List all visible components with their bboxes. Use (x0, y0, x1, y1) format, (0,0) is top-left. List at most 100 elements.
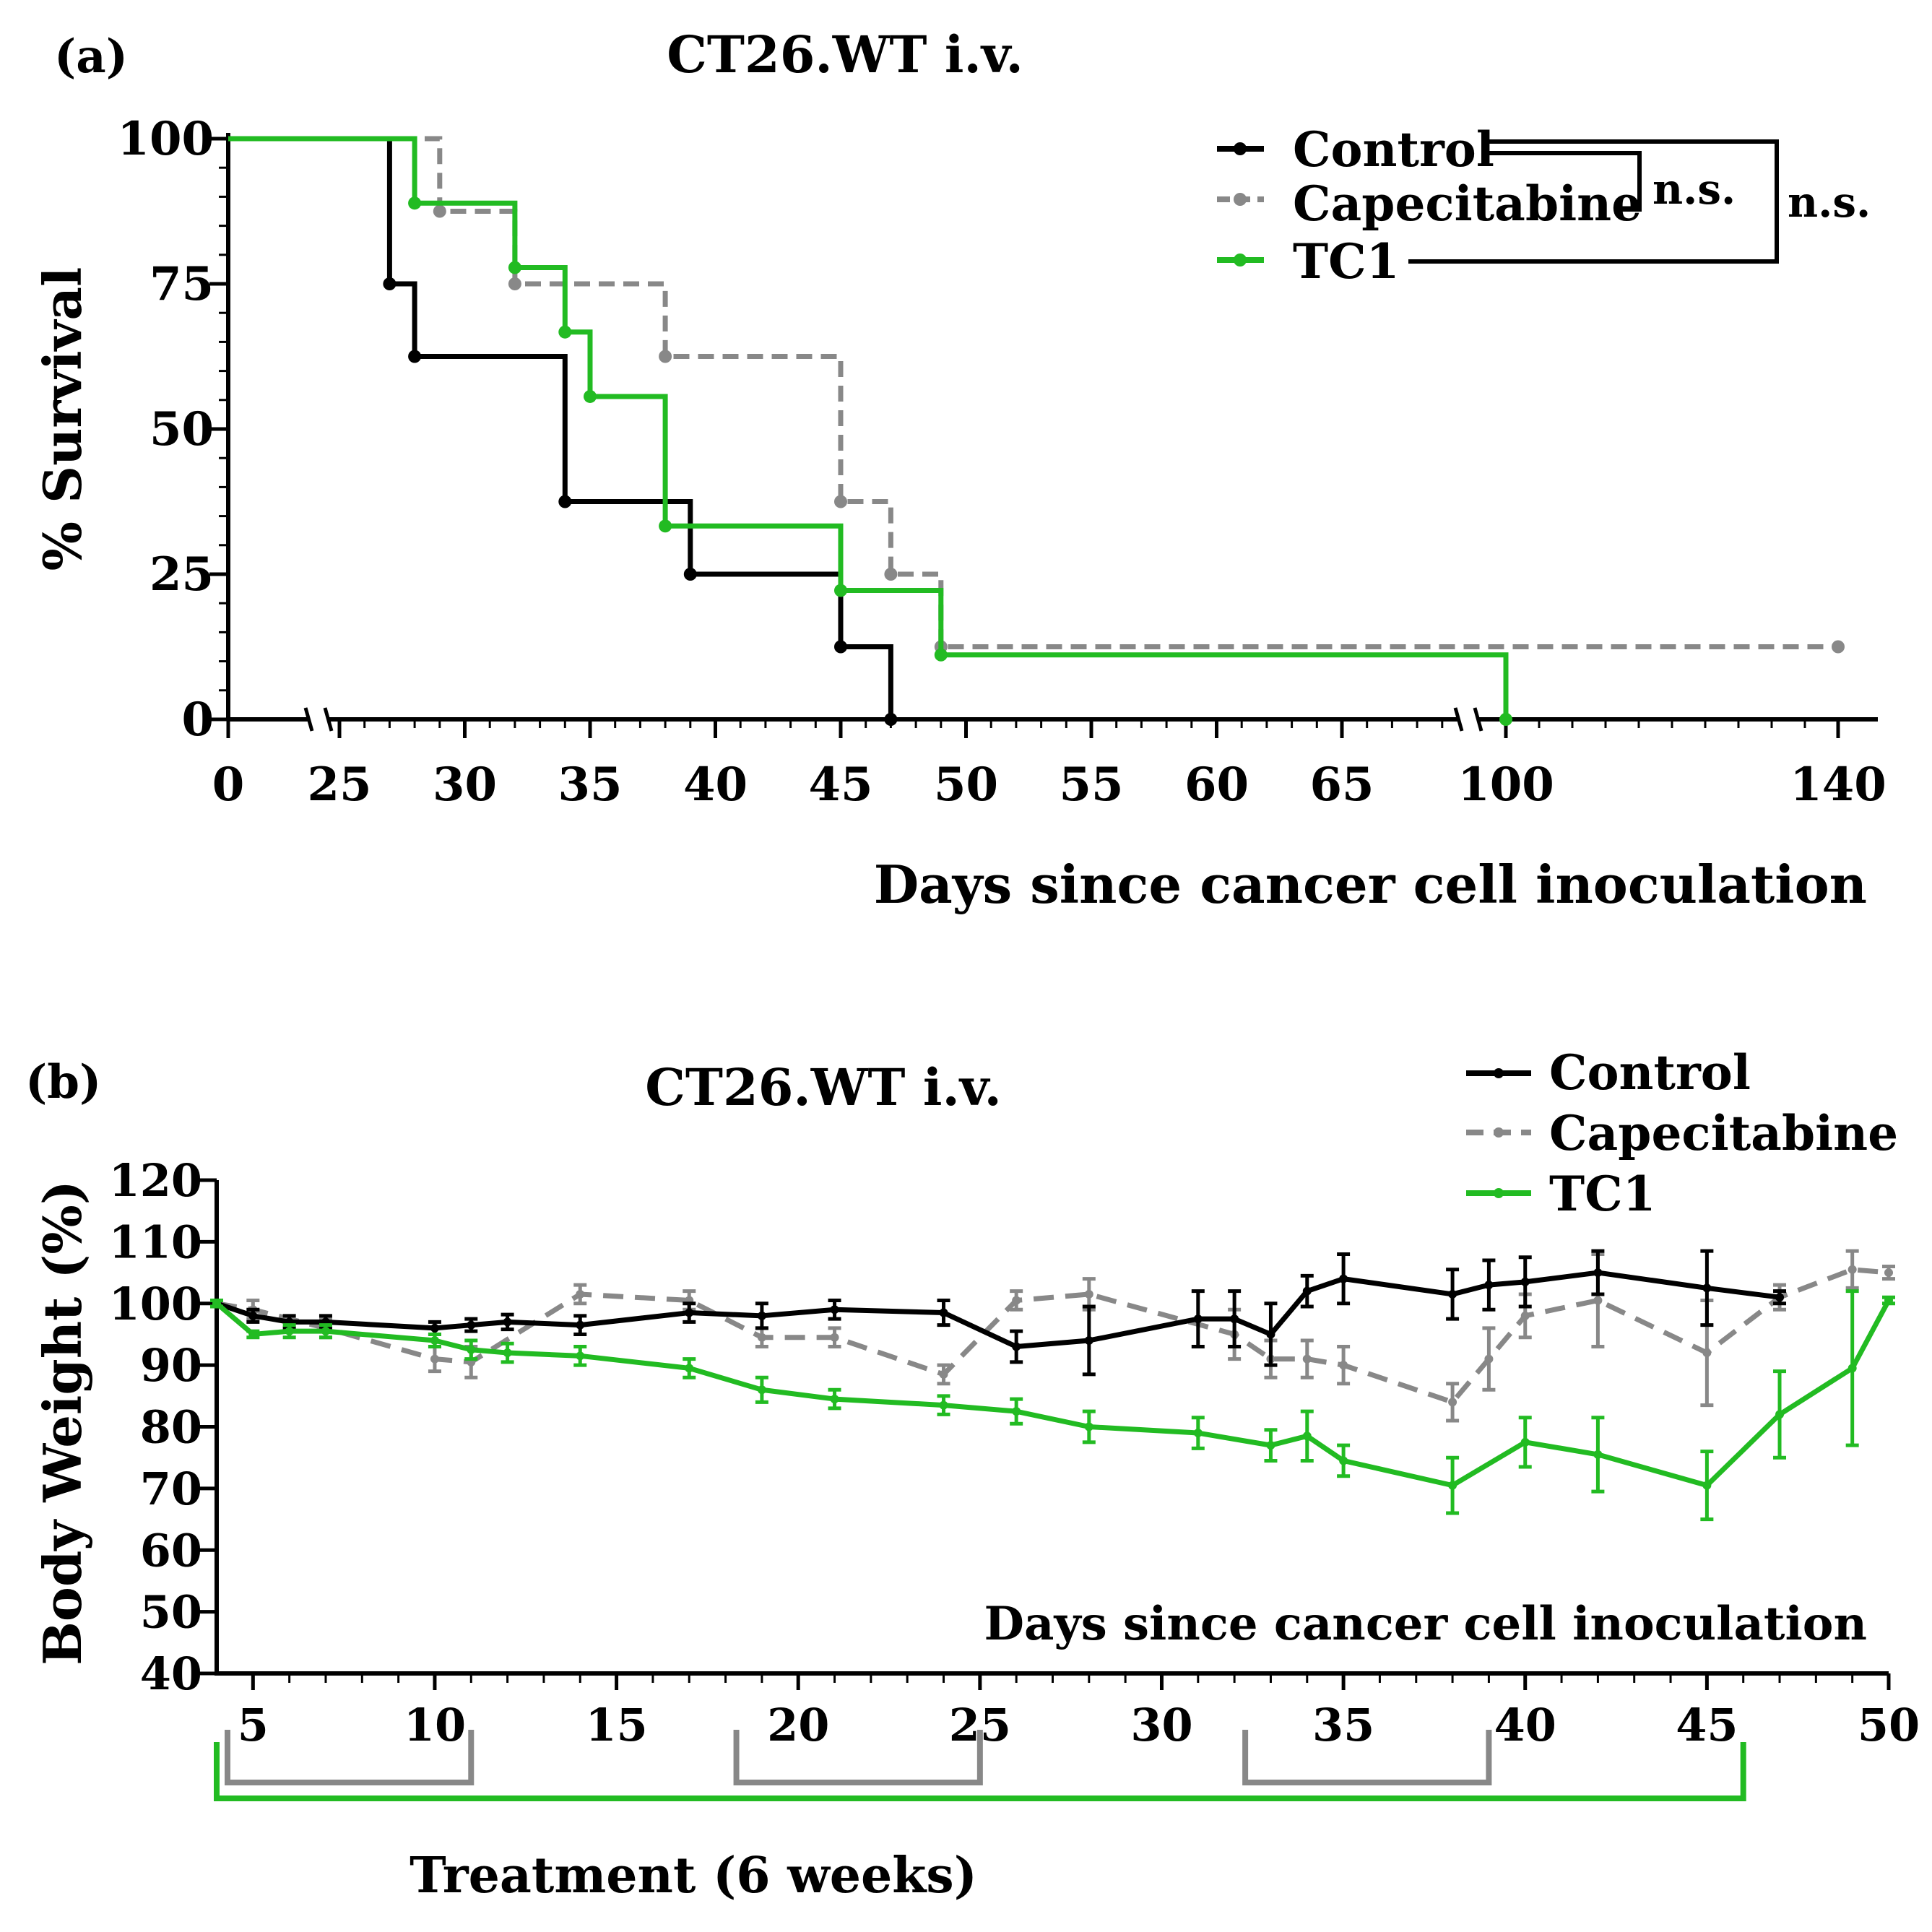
significance-brackets: n.s. n.s. (1408, 139, 1871, 264)
point-tc1 (1448, 1481, 1457, 1490)
x-tick-label-100: 100 (1457, 758, 1554, 812)
point-control (248, 1311, 258, 1320)
point-control (1193, 1314, 1203, 1324)
survival-point-control (408, 350, 422, 363)
point-control (1593, 1268, 1603, 1278)
x-tick-label-55: 55 (1059, 758, 1123, 812)
point-tc1 (285, 1327, 294, 1336)
x-tick-label-65: 65 (1309, 758, 1374, 812)
point-control (1230, 1314, 1239, 1324)
point-capecitabine (576, 1289, 585, 1299)
survival-point-control (558, 495, 572, 508)
y-tick-label-50: 50 (150, 402, 214, 456)
sig-label-control-tc1: n.s. (1788, 178, 1871, 227)
legend-item-tc1: TC1 (1217, 233, 1400, 290)
panel-a: (a) CT26.WT i.v. % Survival Days since c… (32, 25, 1886, 915)
point-tc1 (1193, 1429, 1203, 1438)
panel-b-legend: Control Capecitabine TC1 (1466, 1044, 1898, 1222)
survival-point-control (834, 640, 847, 654)
point-control (1775, 1293, 1785, 1302)
y-tick-label-120: 120 (109, 1154, 202, 1207)
survival-point-control (683, 568, 697, 581)
point-tc1 (1339, 1456, 1348, 1465)
point-control (939, 1308, 948, 1317)
axis-break-mark (323, 707, 334, 732)
survival-point-capecitabine (884, 568, 898, 581)
survival-point-capecitabine (659, 350, 672, 363)
y-tick-label-80: 80 (140, 1401, 202, 1454)
panel-b-xlabel: Days since cancer cell inoculation (984, 1597, 1867, 1651)
point-tc1 (503, 1348, 512, 1358)
survival-point-tc1 (584, 389, 597, 403)
line-capecitabine (216, 1267, 1889, 1405)
point-tc1 (248, 1330, 258, 1339)
survival-point-tc1 (834, 584, 847, 597)
panel-b-title: CT26.WT i.v. (645, 1057, 1002, 1117)
point-control (1484, 1281, 1494, 1290)
legend-label-control: Control (1549, 1044, 1751, 1101)
survival-point-capecitabine (508, 277, 521, 290)
x-tick-label-60: 60 (1184, 758, 1249, 812)
survival-point-tc1 (408, 196, 422, 210)
x-tick-label-5: 5 (238, 1699, 269, 1751)
point-tc1 (757, 1385, 766, 1395)
point-control (503, 1317, 512, 1327)
point-tc1 (1593, 1450, 1603, 1459)
legend-label-capecitabine: Capecitabine (1293, 176, 1642, 232)
survival-point-tc1 (659, 519, 672, 533)
x-tick-label-30: 30 (1130, 1699, 1192, 1751)
point-capecitabine (1302, 1354, 1312, 1364)
x-tick-label-140: 140 (1790, 758, 1886, 812)
x-tick-label-30: 30 (433, 758, 497, 812)
point-control (1302, 1286, 1312, 1296)
legend-item-control: Control (1217, 121, 1494, 178)
x-tick-label-20: 20 (767, 1699, 829, 1751)
point-tc1 (939, 1400, 948, 1410)
point-tc1 (212, 1299, 221, 1308)
point-capecitabine (1593, 1296, 1603, 1305)
survival-point-control (383, 277, 397, 290)
y-tick-label-25: 25 (150, 547, 214, 602)
point-control (830, 1305, 839, 1314)
legend-item-capecitabine: Capecitabine (1217, 176, 1642, 232)
survival-curve-capecitabine (228, 136, 1838, 649)
line-tc1 (215, 1299, 1892, 1489)
y-tick-label-75: 75 (150, 257, 214, 311)
treatment-label: Treatment (6 weeks) (410, 1847, 977, 1905)
x-tick-label-40: 40 (1494, 1699, 1556, 1751)
panel-a-ylabel: % Survival (32, 267, 93, 571)
axis-break-mark (1453, 707, 1464, 732)
point-capecitabine (1702, 1348, 1712, 1358)
point-tc1 (467, 1345, 476, 1354)
point-tc1 (321, 1327, 330, 1336)
point-tc1 (1702, 1481, 1712, 1490)
sig-label-control-capecitabine: n.s. (1652, 165, 1736, 214)
bracket-control-tc1 (1408, 139, 1779, 264)
y-tick-label-100: 100 (117, 112, 214, 166)
x-tick-label-50: 50 (934, 758, 998, 812)
point-tc1 (1084, 1422, 1093, 1431)
point-tc1 (1266, 1441, 1275, 1450)
point-tc1 (1884, 1296, 1893, 1305)
point-control (1702, 1283, 1712, 1293)
point-capecitabine (1520, 1311, 1530, 1320)
legend-label-control: Control (1293, 121, 1494, 178)
y-tick-label-60: 60 (140, 1524, 202, 1577)
point-capecitabine (939, 1369, 948, 1379)
panel-a-label: (a) (54, 30, 128, 84)
treatment-bracket-capecitabine (733, 1730, 983, 1785)
y-tick-label-70: 70 (140, 1463, 202, 1515)
point-tc1 (1847, 1364, 1857, 1373)
point-tc1 (576, 1351, 585, 1361)
point-tc1 (685, 1364, 694, 1373)
point-capecitabine (1339, 1361, 1348, 1370)
x-tick-label-25: 25 (307, 758, 371, 812)
point-capecitabine (1084, 1289, 1093, 1299)
series-control (210, 1249, 1787, 1377)
point-capecitabine (1448, 1398, 1457, 1407)
point-control (1012, 1342, 1021, 1351)
point-control (576, 1320, 585, 1330)
point-control (1339, 1274, 1348, 1283)
panel-a-xlabel: Days since cancer cell inoculation (874, 854, 1867, 915)
